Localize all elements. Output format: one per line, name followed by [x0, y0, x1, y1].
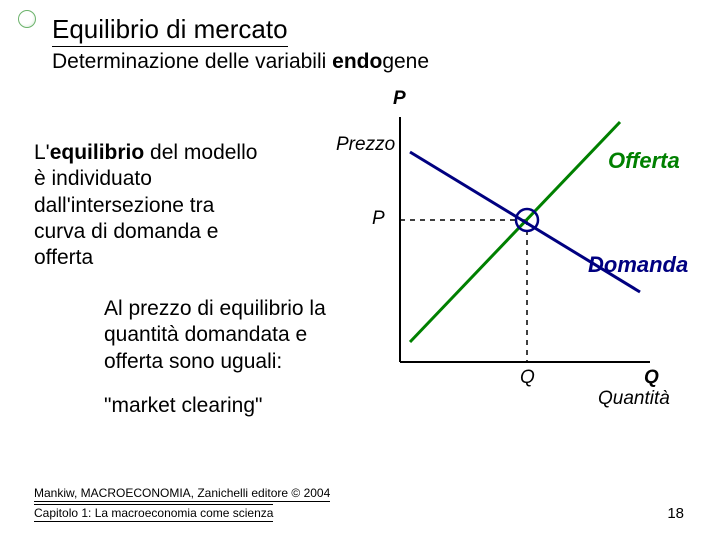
sources: Mankiw, MACROECONOMIA, Zanichelli editor…	[34, 486, 330, 522]
body-paragraph-2: Al prezzo di equilibrio laquantità doman…	[104, 296, 326, 375]
page-title: Equilibrio di mercato	[52, 14, 288, 47]
decor-circle-icon	[18, 10, 36, 28]
x-axis-small-label: Quantità	[598, 388, 670, 410]
subtitle-pre: Determinazione delle variabili	[52, 50, 332, 73]
eq-qty-label: Q	[520, 367, 535, 389]
body-paragraph-1: L'equilibrio del modelloè individuatodal…	[34, 140, 257, 271]
body-paragraph-3: "market clearing"	[104, 394, 262, 418]
y-axis-label: P	[393, 88, 406, 110]
demand-label: Domanda	[588, 252, 688, 278]
subtitle-post: gene	[382, 50, 429, 73]
body1-bold: equilibrio	[50, 141, 145, 164]
body1-pre: L'	[34, 141, 50, 164]
source-line-1: Mankiw, MACROECONOMIA, Zanichelli editor…	[34, 486, 330, 502]
equilibrium-chart: P Prezzo P Q Quantità Q Offerta Domanda	[330, 92, 690, 412]
subtitle-bold: endo	[332, 50, 382, 73]
x-axis-label: Q	[644, 367, 659, 389]
eq-price-label: P	[372, 208, 385, 230]
page-subtitle: Determinazione delle variabili endogene	[52, 50, 429, 74]
supply-label: Offerta	[608, 148, 680, 174]
page-number: 18	[667, 505, 684, 522]
y-axis-small-label: Prezzo	[336, 134, 395, 156]
source-line-2: Capitolo 1: La macroeconomia come scienz…	[34, 504, 273, 522]
